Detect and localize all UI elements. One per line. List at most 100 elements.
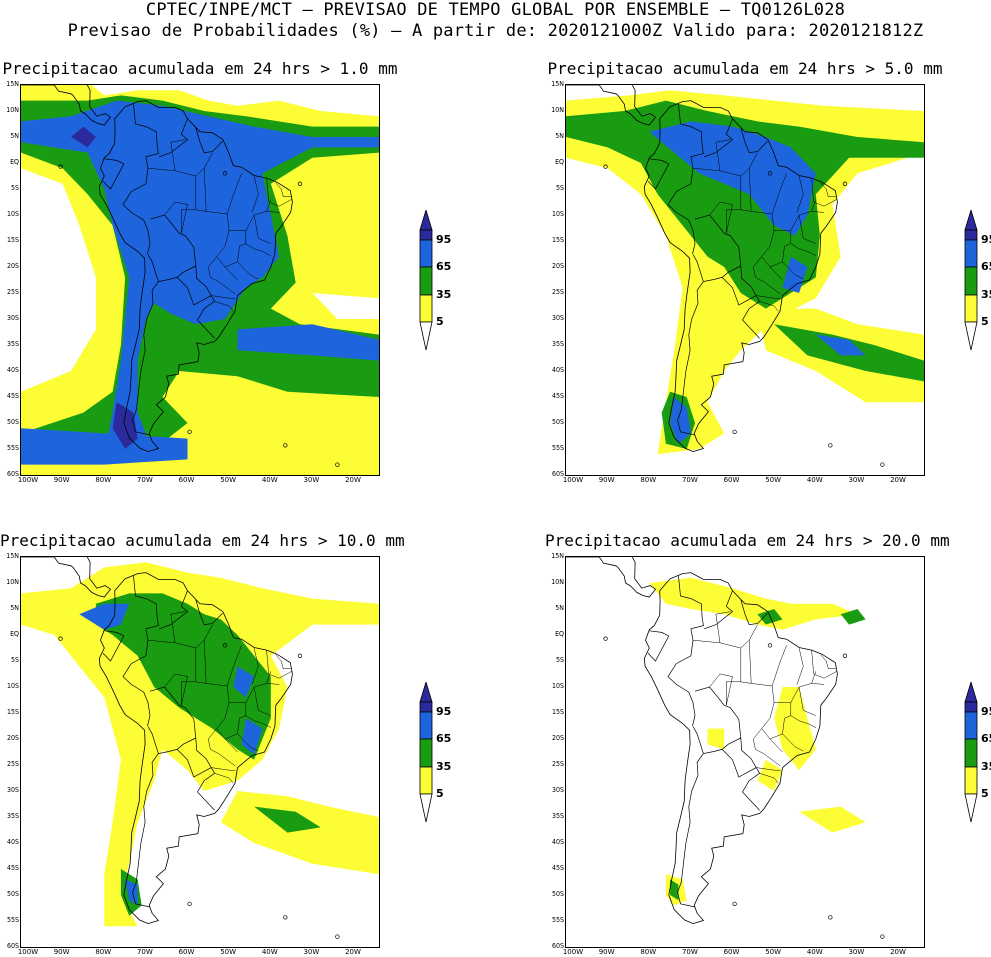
lon-tick-label: 100W: [17, 476, 39, 484]
state-border: [748, 168, 783, 281]
lat-tick-label: 10S: [551, 682, 564, 690]
state-border: [782, 261, 804, 280]
panel-title: Precipitacao acumulada em 24 hrs > 10.0 …: [0, 531, 405, 550]
island: [767, 171, 773, 176]
lon-tick-label: 40W: [261, 476, 278, 484]
state-border: [253, 214, 271, 244]
probability-area-green: [95, 593, 271, 760]
colorbar-label: 35: [436, 760, 452, 773]
country-border: [667, 575, 704, 727]
probability-area-yellow: [707, 728, 725, 750]
colorbar-swatch: [964, 266, 978, 296]
lat-tick-label: 35S: [551, 812, 564, 820]
state-border: [774, 199, 817, 231]
lat-tick-label: 40S: [551, 838, 564, 846]
island: [297, 653, 303, 658]
state-border: [782, 733, 804, 752]
state-border: [715, 611, 731, 643]
lat-tick-label: 35S: [6, 812, 19, 820]
island: [880, 462, 885, 467]
lon-tick-label: 70W: [681, 476, 698, 484]
country-border: [176, 737, 212, 778]
lat-tick-label: 60S: [551, 470, 564, 478]
lon-tick-label: 90W: [598, 476, 615, 484]
country-border: [740, 127, 768, 153]
state-border: [181, 648, 197, 706]
panel-title: Precipitacao acumulada em 24 hrs > 1.0 m…: [2, 59, 398, 78]
country-border: [159, 590, 189, 630]
state-border: [796, 647, 804, 685]
state-border: [769, 702, 792, 740]
lat-tick-label: 5N: [10, 604, 19, 612]
lat-tick-label: 5S: [555, 656, 564, 664]
island: [828, 443, 833, 448]
state-border: [266, 211, 280, 213]
state-border: [709, 673, 733, 706]
map-panel-1: Precipitacao acumulada em 24 hrs > 1.0 m…: [0, 59, 400, 485]
colorbar: 95 65 35 5: [418, 680, 458, 827]
country-border: [742, 295, 761, 339]
map-area: [20, 84, 380, 476]
probability-area-green: [670, 879, 679, 901]
lon-tick-label: 30W: [848, 948, 865, 956]
state-border: [769, 230, 792, 268]
state-border: [253, 686, 271, 716]
state-border: [726, 176, 742, 234]
country-border: [147, 214, 197, 283]
lat-tick-label: 45S: [6, 864, 19, 872]
probability-area-yellow: [21, 562, 379, 927]
lat-tick-label: 5S: [10, 656, 19, 664]
probability-area-yellow: [799, 806, 866, 833]
country-border: [122, 103, 159, 255]
probability-area-green: [840, 609, 866, 625]
lat-tick-label: 60S: [6, 470, 19, 478]
island: [828, 915, 833, 920]
lon-tick-label: 20W: [345, 476, 361, 484]
lon-tick-label: 90W: [598, 948, 615, 956]
country-border: [740, 599, 768, 625]
colorbar-label: 65: [981, 732, 991, 745]
country-border: [721, 737, 757, 778]
lon-tick-label: 80W: [640, 476, 657, 484]
probability-area-green: [254, 806, 321, 833]
lon-tick-label: 20W: [890, 476, 906, 484]
state-border: [170, 139, 186, 171]
lat-tick-label: 45S: [551, 864, 564, 872]
country-border: [102, 158, 125, 190]
state-border: [798, 686, 816, 716]
lon-tick-label: 50W: [765, 476, 782, 484]
colorbar-swatches: [419, 680, 433, 823]
state-border: [726, 648, 742, 706]
colorbar-swatches: [964, 680, 978, 823]
state-border: [251, 175, 259, 213]
lon-tick-label: 80W: [95, 476, 112, 484]
state-border: [251, 647, 259, 685]
state-border: [748, 640, 783, 753]
lon-tick-label: 60W: [723, 948, 740, 956]
state-border: [692, 624, 758, 649]
state-border: [214, 301, 234, 312]
lon-tick-label: 80W: [640, 948, 657, 956]
state-border: [211, 767, 236, 771]
colorbar-swatch: [419, 229, 433, 241]
colorbar-swatch: [419, 266, 433, 296]
state-border: [245, 243, 271, 256]
state-border: [181, 176, 197, 234]
state-border: [740, 209, 752, 212]
map-area: [565, 556, 925, 948]
lat-tick-label: 5S: [555, 184, 564, 192]
island: [283, 915, 288, 920]
lat-tick-label: 30S: [551, 786, 564, 794]
country-border: [647, 630, 670, 662]
state-border: [245, 715, 271, 728]
colorbar-label: 35: [981, 288, 991, 301]
lat-tick-label: 20S: [6, 734, 19, 742]
map-panel-2: Precipitacao acumulada em 24 hrs > 5.0 m…: [545, 60, 945, 485]
lat-tick-label: 10S: [6, 210, 19, 218]
state-border: [208, 728, 236, 767]
map-area: [565, 84, 925, 476]
colorbar-label: 5: [981, 787, 989, 800]
state-border: [811, 211, 825, 213]
lon-tick-label: 50W: [220, 948, 237, 956]
island: [187, 901, 192, 906]
